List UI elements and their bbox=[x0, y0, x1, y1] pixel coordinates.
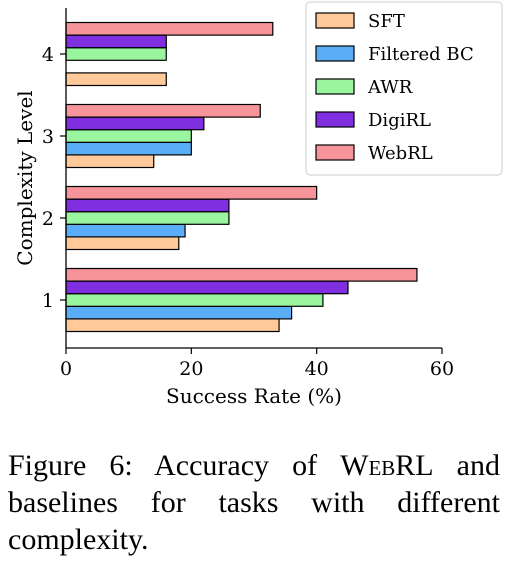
bar-sft-level-3 bbox=[65, 154, 155, 169]
x-tick-label: 40 bbox=[305, 358, 329, 380]
bar-digirl-level-2 bbox=[65, 198, 230, 213]
bar-awr-level-4 bbox=[65, 47, 167, 61]
y-axis-title: Complexity Level bbox=[13, 90, 37, 265]
bar-webrl-level-3 bbox=[65, 103, 261, 118]
bar-awr-level-3 bbox=[65, 129, 192, 143]
bar-sft-level-2 bbox=[65, 236, 180, 251]
legend-swatch-webrl bbox=[315, 144, 355, 161]
x-tick-label: 60 bbox=[430, 358, 454, 380]
bar-sft-level-1 bbox=[65, 318, 280, 333]
x-axis-title: Success Rate (%) bbox=[166, 384, 342, 408]
caption-suffix: and baselines for tasks with different c… bbox=[8, 449, 500, 556]
y-tick-label: 2 bbox=[42, 208, 54, 230]
bar-awr-level-2 bbox=[65, 211, 230, 225]
legend-label-filtered-bc: Filtered BC bbox=[368, 44, 474, 65]
bar-digirl-level-4 bbox=[65, 34, 167, 49]
bar-webrl-level-2 bbox=[65, 185, 318, 200]
bar-filtered-bc-level-2 bbox=[65, 223, 186, 238]
bar-webrl-level-4 bbox=[65, 21, 274, 36]
legend-label-sft: SFT bbox=[368, 11, 405, 32]
bar-sft-level-4 bbox=[65, 72, 167, 87]
figure-caption: Figure 6: Accuracy of WebRL and baseline… bbox=[8, 447, 500, 558]
chart-figure: 1 2 3 4 0 20 40 60 Success Rate (%) Complexity Le… bbox=[13, 1, 503, 408]
legend-label-webrl: WebRL bbox=[368, 143, 433, 164]
x-tick-label: 0 bbox=[60, 358, 72, 380]
bar-filtered-bc-level-1 bbox=[65, 305, 293, 320]
caption-prefix: Figure 6: Accuracy of bbox=[8, 449, 341, 482]
caption-method-name: WebRL bbox=[340, 449, 434, 482]
legend-swatch-digirl bbox=[315, 111, 355, 128]
legend-box bbox=[305, 1, 503, 176]
legend-swatch-filtered-bc bbox=[315, 45, 355, 62]
bar-awr-level-1 bbox=[65, 293, 324, 307]
y-tick-label: 4 bbox=[42, 44, 54, 66]
legend-swatch-sft bbox=[315, 12, 355, 29]
bar-webrl-level-1 bbox=[65, 267, 418, 282]
x-tick-label: 20 bbox=[179, 358, 203, 380]
y-tick-label: 3 bbox=[42, 126, 54, 148]
bar-digirl-level-1 bbox=[65, 280, 349, 295]
legend: SFT Filtered BC AWR DigiRL WebRL bbox=[305, 1, 503, 176]
y-tick-label: 1 bbox=[42, 290, 54, 312]
bar-filtered-bc-level-3 bbox=[65, 141, 192, 156]
bar-digirl-level-3 bbox=[65, 116, 205, 131]
legend-label-awr: AWR bbox=[367, 77, 413, 98]
legend-label-digirl: DigiRL bbox=[368, 110, 431, 131]
legend-swatch-awr bbox=[315, 78, 355, 95]
